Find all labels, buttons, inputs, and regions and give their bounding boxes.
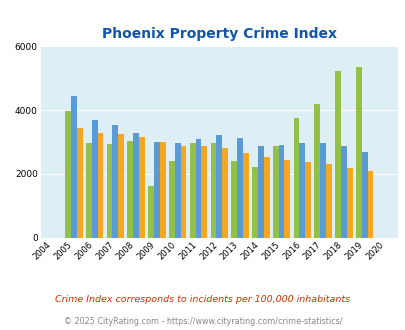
Bar <box>320 143 325 238</box>
Bar <box>139 137 145 238</box>
Bar <box>242 153 248 238</box>
Bar <box>237 138 242 238</box>
Text: © 2025 CityRating.com - https://www.cityrating.com/crime-statistics/: © 2025 CityRating.com - https://www.city… <box>64 317 341 326</box>
Bar <box>153 142 160 238</box>
Bar <box>65 111 71 238</box>
Text: Crime Index corresponds to incidents per 100,000 inhabitants: Crime Index corresponds to incidents per… <box>55 295 350 304</box>
Bar <box>340 146 346 238</box>
Bar <box>252 167 257 238</box>
Bar <box>189 143 195 238</box>
Bar <box>325 164 331 238</box>
Bar <box>284 160 290 238</box>
Bar <box>118 134 124 238</box>
Bar <box>71 96 77 238</box>
Bar <box>263 156 269 238</box>
Bar <box>210 143 216 238</box>
Bar <box>127 141 133 238</box>
Bar <box>97 133 103 238</box>
Bar <box>346 168 352 238</box>
Bar <box>180 146 186 238</box>
Bar <box>107 145 112 238</box>
Bar <box>77 128 82 238</box>
Bar <box>148 186 153 238</box>
Bar <box>231 161 237 238</box>
Bar <box>278 145 284 238</box>
Bar <box>305 162 310 238</box>
Bar <box>86 144 92 238</box>
Bar <box>298 143 305 238</box>
Bar <box>160 142 165 238</box>
Bar <box>355 67 361 238</box>
Bar <box>222 148 227 238</box>
Bar <box>92 120 97 238</box>
Bar <box>175 143 180 238</box>
Bar <box>334 71 340 238</box>
Bar <box>201 146 207 238</box>
Bar <box>168 161 175 238</box>
Bar <box>313 104 320 238</box>
Bar <box>293 118 298 238</box>
Bar <box>112 125 118 238</box>
Bar <box>272 147 278 238</box>
Bar <box>257 146 263 238</box>
Title: Phoenix Property Crime Index: Phoenix Property Crime Index <box>102 27 336 41</box>
Bar <box>367 171 373 238</box>
Bar <box>195 139 201 238</box>
Bar <box>133 133 139 238</box>
Bar <box>216 135 222 238</box>
Bar <box>361 152 367 238</box>
